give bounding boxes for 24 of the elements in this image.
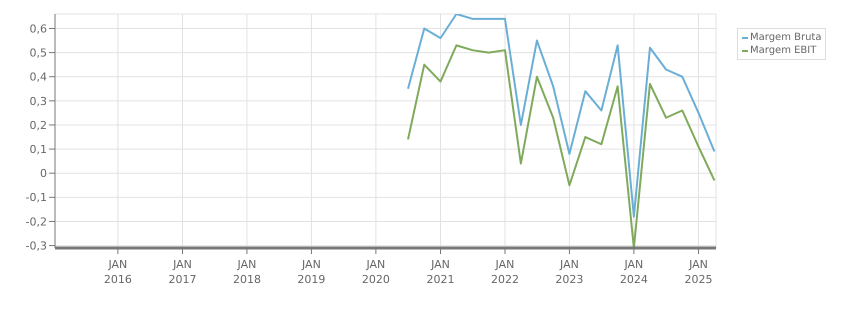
y-tick-label: 0,2 bbox=[30, 118, 47, 132]
y-tick-label: 0,4 bbox=[30, 70, 47, 84]
x-tick-label: JAN 2018 bbox=[232, 258, 261, 286]
x-tick-label: JAN 2017 bbox=[168, 258, 197, 286]
line-series bbox=[407, 44, 716, 248]
y-tick-label: 0,5 bbox=[30, 46, 47, 60]
y-tick-label: -0,3 bbox=[26, 239, 47, 252]
x-tick-label: JAN 2016 bbox=[104, 258, 132, 286]
y-tick-label: 0,1 bbox=[30, 143, 47, 156]
y-tick-label: 0 bbox=[40, 167, 47, 180]
x-tick-label: JAN 2023 bbox=[555, 258, 584, 286]
x-tick-label: JAN 2022 bbox=[490, 258, 519, 286]
legend-label: Margem EBIT bbox=[749, 44, 818, 57]
x-tick-label: JAN 2024 bbox=[620, 258, 648, 286]
y-tick-label: -0,2 bbox=[26, 215, 47, 228]
y-tick-label: 0,6 bbox=[30, 22, 47, 36]
y-tick-label: 0,3 bbox=[30, 94, 47, 108]
x-tick-label: JAN 2021 bbox=[426, 258, 455, 286]
x-tick-label: JAN 2025 bbox=[684, 258, 713, 286]
y-tick-label: -0,1 bbox=[26, 191, 47, 204]
x-tick-label: JAN 2020 bbox=[362, 258, 390, 286]
x-tick-label: JAN 2019 bbox=[297, 258, 326, 286]
legend-label: Margem Bruta bbox=[749, 31, 822, 44]
line-series bbox=[407, 14, 716, 218]
